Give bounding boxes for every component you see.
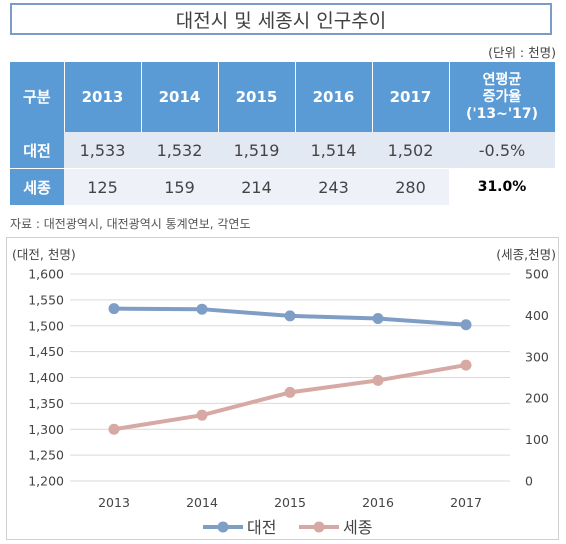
legend-label: 세종 [343,518,372,537]
right-tick-label: 200 [525,391,549,406]
legend-label: 대전 [247,518,276,537]
left-tick-label: 1,600 [28,267,64,282]
table-cell: 1,502 [372,132,449,169]
row-label: 세종 [10,168,64,206]
table-header-row: 구분 2013 2014 2015 2016 2017 연평균 증가율 ('13… [10,62,556,132]
data-point [284,386,296,398]
table-cell: 125 [64,168,141,206]
right-tick-label: 400 [525,308,549,323]
unit-label: (단위 : 천명) [488,45,556,60]
page-title: 대전시 및 세종시 인구추이 [10,3,552,35]
header-year: 2017 [372,62,450,132]
data-point [108,303,120,315]
header-growth-line: 연평균 [482,71,522,88]
header-year: 2015 [218,62,296,132]
table-row: 세종 125 159 214 243 280 31.0% [10,168,555,206]
chart-frame [6,237,559,540]
x-tick-label: 2016 [362,495,394,510]
data-point [284,310,296,322]
legend-marker [313,521,325,533]
left-tick-label: 1,550 [28,292,64,307]
right-tick-label: 100 [525,432,549,447]
header-category: 구분 [10,62,65,132]
growth-cell: 31.0% [449,168,555,206]
data-point [372,374,384,386]
source-note: 자료 : 대전광역시, 대전광역시 통계연보, 각연도 [10,217,251,231]
data-point [460,359,472,371]
left-tick-label: 1,200 [28,474,64,489]
header-year: 2016 [295,62,373,132]
table-cell: 1,519 [218,132,295,169]
page-title-text: 대전시 및 세종시 인구추이 [175,9,387,32]
data-point [372,313,384,325]
table-cell: 1,532 [141,132,218,169]
legend-marker [217,521,229,533]
table-cell: 243 [295,168,372,206]
population-table: 구분 2013 2014 2015 2016 2017 연평균 증가율 ('13… [10,62,556,206]
header-growth-line: ('13~'17) [465,105,539,122]
right-tick-label: 500 [525,267,549,282]
left-tick-label: 1,450 [28,344,64,359]
left-tick-label: 1,300 [28,422,64,437]
table-cell: 214 [218,168,295,206]
table-row: 대전 1,533 1,532 1,519 1,514 1,502 -0.5% [10,132,555,169]
table-cell: 159 [141,168,218,206]
data-point [196,303,208,315]
right-tick-label: 300 [525,349,549,364]
table-cell: 280 [372,168,449,206]
header-year: 2013 [64,62,142,132]
left-tick-label: 1,350 [28,396,64,411]
left-tick-label: 1,500 [28,318,64,333]
growth-cell: -0.5% [449,132,555,169]
left-tick-label: 1,250 [28,448,64,463]
data-point [460,319,472,331]
table-cell: 1,533 [64,132,141,169]
right-axis-label: (세종,천명) [496,247,556,262]
x-tick-label: 2017 [450,495,482,510]
x-tick-label: 2014 [186,495,218,510]
right-tick-label: 0 [525,474,533,489]
header-year: 2014 [141,62,219,132]
data-point [108,423,120,435]
x-tick-label: 2013 [98,495,130,510]
left-axis-label: (대전, 천명) [12,247,76,262]
left-tick-label: 1,400 [28,370,64,385]
x-tick-label: 2015 [274,495,306,510]
row-label: 대전 [10,132,64,169]
table-cell: 1,514 [295,132,372,169]
header-growth: 연평균 증가율 ('13~'17) [449,62,556,132]
data-point [196,409,208,421]
header-growth-line: 증가율 [482,88,522,105]
